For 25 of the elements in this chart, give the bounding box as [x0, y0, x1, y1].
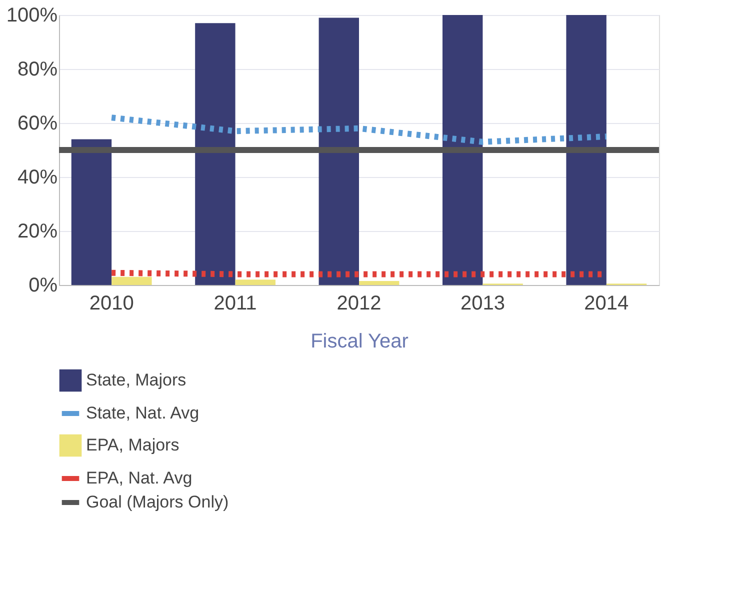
y-tick-label: 80% — [17, 58, 58, 80]
legend-label: State, Majors — [86, 370, 186, 390]
x-tick-label: 2014 — [584, 292, 629, 314]
bar — [112, 276, 152, 285]
bar — [359, 280, 400, 285]
x-tick-label: 2013 — [460, 292, 505, 314]
bar — [235, 280, 276, 285]
y-tick-label: 100% — [6, 4, 58, 26]
bar — [442, 15, 483, 285]
x-tick-label: 2010 — [89, 292, 134, 314]
x-tick-label: 2011 — [214, 292, 257, 314]
x-axis-title: Fiscal Year — [310, 330, 409, 352]
y-tick-label: 20% — [17, 220, 58, 242]
legend-label: Goal (Majors Only) — [86, 492, 229, 512]
legend-label: State, Nat. Avg — [86, 404, 200, 422]
legend-label: EPA, Majors — [86, 436, 180, 454]
y-tick-label: 0% — [28, 274, 58, 296]
bar — [195, 23, 236, 285]
legend-label: EPA, Nat. Avg — [86, 468, 192, 488]
bar — [566, 15, 606, 285]
bar — [71, 139, 112, 285]
x-tick-label: 2012 — [336, 292, 382, 314]
y-tick-label: 60% — [17, 112, 58, 134]
y-tick-label: 40% — [17, 166, 58, 188]
bar — [318, 18, 359, 285]
